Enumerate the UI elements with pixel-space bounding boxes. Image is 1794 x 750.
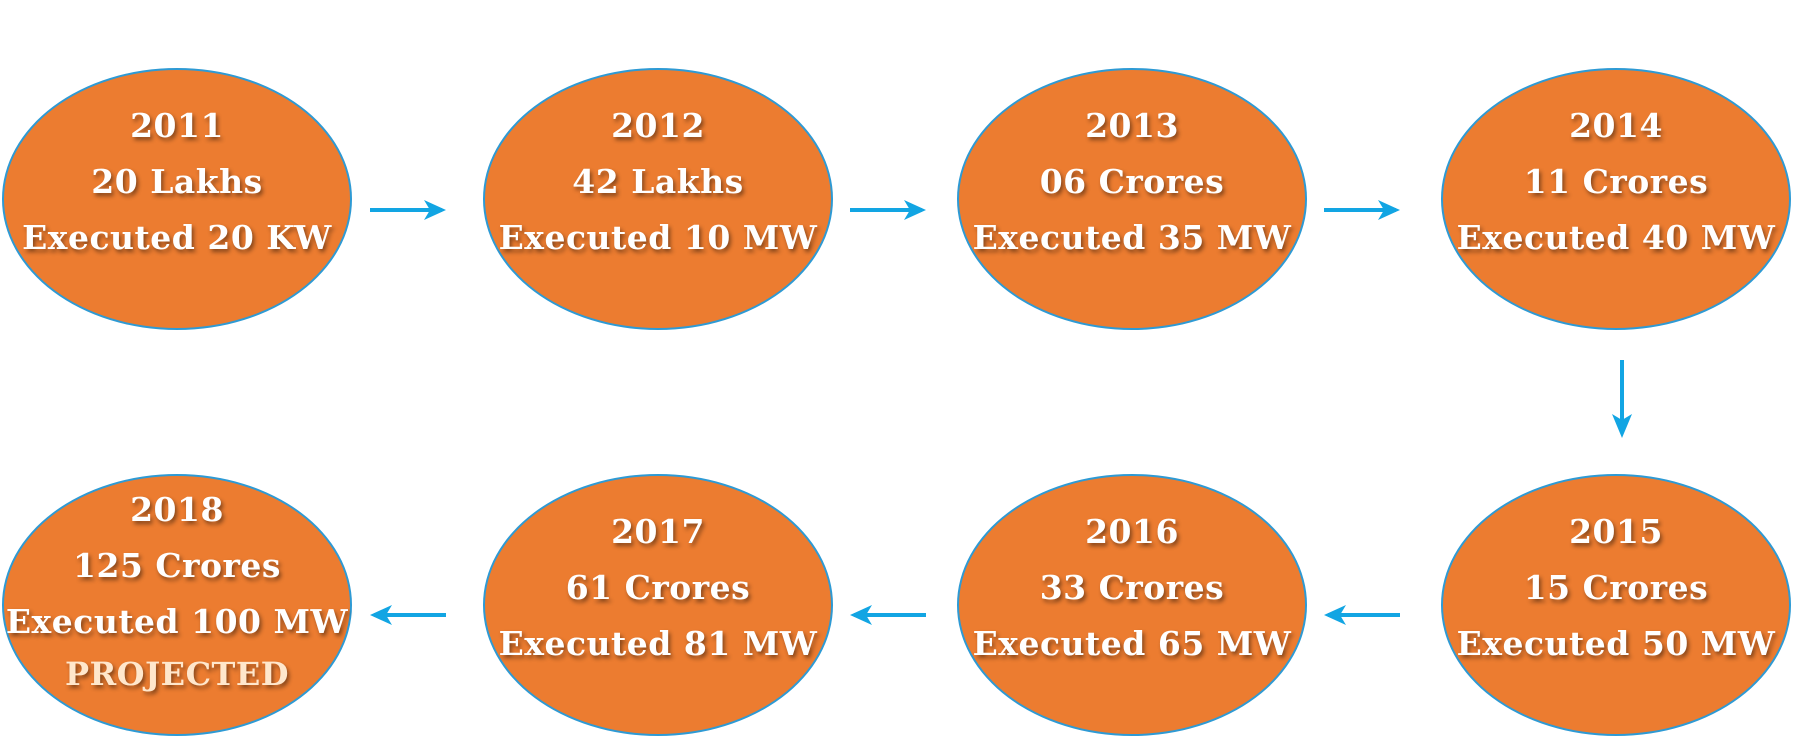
node-2017: 2017 61 Crores Executed 81 MW bbox=[483, 474, 833, 736]
arrow-left bbox=[848, 601, 928, 629]
node-amount: 42 Lakhs bbox=[572, 162, 744, 201]
node-executed: Executed 50 MW bbox=[1456, 624, 1776, 663]
node-amount: 06 Crores bbox=[1039, 162, 1225, 201]
node-amount: 33 Crores bbox=[1039, 568, 1225, 607]
node-year: 2014 bbox=[1569, 106, 1663, 145]
node-amount: 15 Crores bbox=[1523, 568, 1709, 607]
node-year: 2011 bbox=[130, 106, 224, 145]
node-amount: 125 Crores bbox=[73, 546, 281, 585]
arrow-down bbox=[1608, 358, 1636, 440]
node-amount: 20 Lakhs bbox=[91, 162, 263, 201]
node-2018: 2018 125 Crores Executed 100 MW PROJECTE… bbox=[2, 474, 352, 736]
node-amount: 61 Crores bbox=[565, 568, 751, 607]
arrow-left bbox=[368, 601, 448, 629]
node-executed: Executed 20 KW bbox=[22, 218, 332, 257]
node-year: 2015 bbox=[1569, 512, 1663, 551]
node-year: 2012 bbox=[611, 106, 705, 145]
node-executed: Executed 81 MW bbox=[498, 624, 818, 663]
arrow-right bbox=[1322, 196, 1402, 224]
arrow-right bbox=[368, 196, 448, 224]
node-2015: 2015 15 Crores Executed 50 MW bbox=[1441, 474, 1791, 736]
node-year: 2016 bbox=[1085, 512, 1179, 551]
node-year: 2013 bbox=[1085, 106, 1179, 145]
node-2011: 2011 20 Lakhs Executed 20 KW bbox=[2, 68, 352, 330]
arrow-right bbox=[848, 196, 928, 224]
node-year: 2017 bbox=[611, 512, 705, 551]
node-executed: Executed 35 MW bbox=[972, 218, 1292, 257]
node-2013: 2013 06 Crores Executed 35 MW bbox=[957, 68, 1307, 330]
node-executed: Executed 10 MW bbox=[498, 218, 818, 257]
node-year: 2018 bbox=[130, 490, 224, 529]
node-2016: 2016 33 Crores Executed 65 MW bbox=[957, 474, 1307, 736]
node-executed: Executed 40 MW bbox=[1456, 218, 1776, 257]
arrow-left bbox=[1322, 601, 1402, 629]
node-2012: 2012 42 Lakhs Executed 10 MW bbox=[483, 68, 833, 330]
node-amount: 11 Crores bbox=[1523, 162, 1709, 201]
node-2014: 2014 11 Crores Executed 40 MW bbox=[1441, 68, 1791, 330]
projected-label: PROJECTED bbox=[65, 655, 289, 693]
node-executed: Executed 100 MW bbox=[5, 602, 349, 641]
node-executed: Executed 65 MW bbox=[972, 624, 1292, 663]
